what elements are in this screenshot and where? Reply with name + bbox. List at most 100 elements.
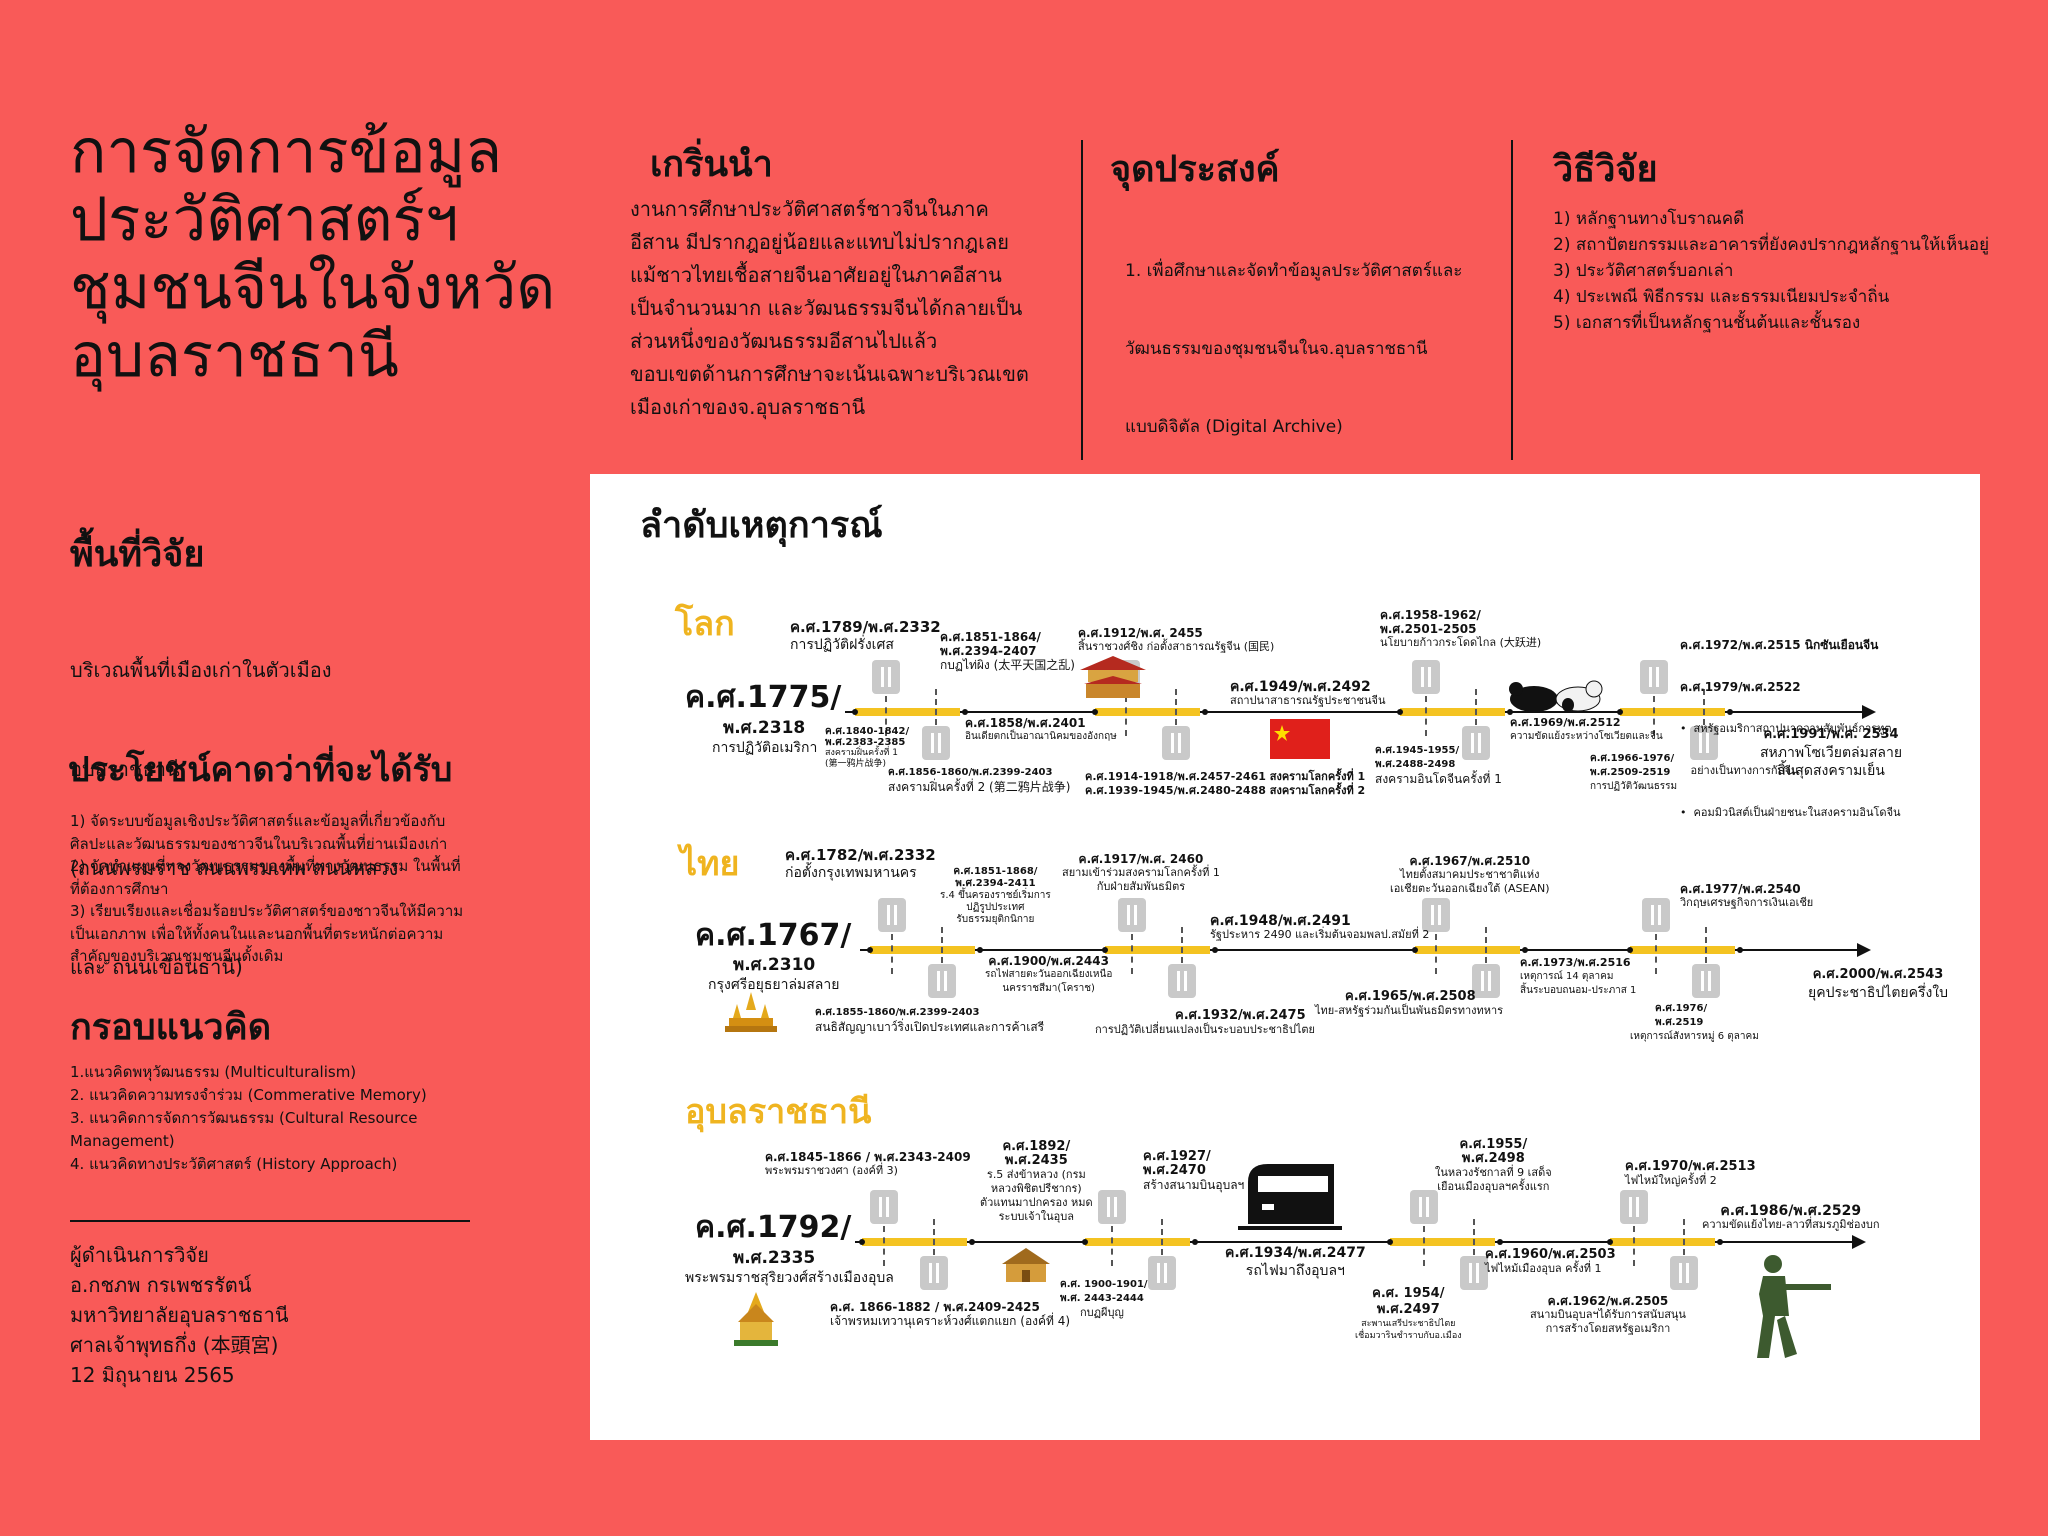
event: ค.ศ. 1866-1882 / พ.ศ.2409-2425 เจ้าพรหมเ…: [830, 1300, 1071, 1328]
axis-line: [855, 1241, 1855, 1243]
event: ค.ศ.1892/ พ.ศ.2435 ร.5 ส่งข้าหลวง (กรม ห…: [980, 1139, 1093, 1224]
pin-icon: [928, 964, 956, 998]
method-heading: วิธีวิจัย: [1553, 149, 1658, 190]
event: ค.ศ.1782/พ.ศ.2332 ก่อตั้งกรุงเทพมหานคร: [785, 846, 936, 881]
pin-icon: [1422, 898, 1450, 932]
timeline-heading: ลำดับเหตุการณ์: [640, 505, 883, 546]
event: ค.ศ.1912/พ.ศ. 2455 สิ้นราชวงศ์ชิง ก่อตั้…: [1078, 626, 1275, 653]
event: ค.ศ.1965/พ.ศ.2508 ไทย-สหรัฐร่วมกันเป็นพั…: [1315, 989, 1504, 1018]
start-date: ค.ศ.1767/: [695, 918, 852, 953]
event: ค.ศ.1966-1976/ พ.ศ.2509-2519 การปฏิวัติว…: [1590, 753, 1678, 792]
event: ค.ศ.1949/พ.ศ.2492 สถาปนาสาธารณรัฐประชาชน…: [1230, 679, 1386, 707]
pin-icon: [1692, 964, 1720, 998]
axis-arrow: [1857, 943, 1871, 957]
intro-heading: เกริ่นนำ: [650, 144, 773, 185]
researcher-section: ผู้ดำเนินการวิจัย อ.กชภพ กรเพชรรัตน์ มหา…: [70, 1240, 289, 1390]
chinese-palace-icon: [1080, 656, 1146, 698]
event: ค.ศ.1855-1860/พ.ศ.2399-2403 สนธิสัญญาเบา…: [815, 1007, 1045, 1034]
pin-icon: [1098, 1190, 1126, 1224]
intro-section: เกริ่นนำ: [650, 135, 773, 192]
event: ค.ศ.1858/พ.ศ.2401 อินเดียตกเป็นอาณานิคมข…: [965, 716, 1117, 742]
shrine-icon: [734, 1292, 778, 1346]
soldier-icon: [1757, 1255, 1831, 1358]
pin-icon: [1148, 1256, 1176, 1290]
train-icon: [1238, 1164, 1342, 1230]
pin-icon: [1462, 726, 1490, 760]
event: ค.ศ.1900/พ.ศ.2443 รถไฟสายตะวันออกเฉียงเห…: [985, 954, 1113, 994]
event: ค.ศ.1932/พ.ศ.2475 การปฏิวัติเปลี่ยนแปลงเ…: [1095, 1008, 1315, 1037]
row-label-thai: ไทย: [680, 844, 740, 884]
start-date: ค.ศ.1775/: [685, 680, 842, 715]
divider-1: [1081, 140, 1083, 460]
pin-icon: [878, 898, 906, 932]
axis-line: [845, 711, 1865, 713]
event: ค.ศ. 1954/ พ.ศ.2497 สะพานเสรีประชาธิปไตย…: [1355, 1286, 1462, 1341]
area-heading: พื้นที่วิจัย: [70, 534, 205, 575]
area-text: บริเวณพื้นที่เมืองเก่าในตัวเมือง อุบลราช…: [70, 658, 399, 979]
framework-section: กรอบแนวคิด: [70, 998, 271, 1055]
benefit-section: ประโยชน์คาดว่าที่จะได้รับ: [68, 742, 452, 796]
event: ค.ศ.1927/ พ.ศ.2470 สร้างสนามบินอุบลฯ: [1143, 1149, 1245, 1193]
event: ค.ศ.1948/พ.ศ.2491 รัฐประหาร 2490 และเริ่…: [1210, 913, 1430, 941]
pin-icon: [1642, 898, 1670, 932]
timeline-panel: ลำดับเหตุการณ์ โลก ค.ศ.1775/: [590, 474, 1980, 1440]
objective-section: จุดประสงค์: [1110, 140, 1280, 197]
event: ค.ศ.1955/ พ.ศ.2498 ในหลวงรัชกาลที่ 9 เสด…: [1435, 1137, 1552, 1194]
pin-icon: [1118, 898, 1146, 932]
event: ค.ศ.1851-1868/ พ.ศ.2394-2411 ร.4 ขึ้นครอ…: [940, 866, 1051, 925]
pin-icon: [1690, 726, 1718, 760]
event: ค.ศ.1960/พ.ศ.2503 ไฟไหม้เมืองอุบล ครั้งท…: [1485, 1247, 1616, 1276]
event: ค.ศ.1976/ พ.ศ.2519 เหตุการณ์สังหารหมู่ 6…: [1630, 1003, 1759, 1042]
bear-panda-icon: [1509, 680, 1603, 712]
axis-line: [860, 949, 1860, 951]
pin-icon: [1640, 660, 1668, 694]
event: ค.ศ.1914-1918/พ.ศ.2457-2461 สงครามโลกครั…: [1085, 770, 1366, 797]
event: ค.ศ. 1900-1901/ พ.ศ. 2443-2444 กบฏผีบุญ: [1060, 1279, 1148, 1319]
framework-heading: กรอบแนวคิด: [70, 1007, 272, 1048]
axis-arrow: [1852, 1235, 1866, 1249]
china-flag-icon: [1270, 719, 1330, 759]
event: ค.ศ.1969/พ.ศ.2512 ความขัดแย้งระหว่างโซเว…: [1510, 716, 1663, 742]
event: ค.ศ.1970/พ.ศ.2513 ไฟไหม้ใหญ่ครั้งที่ 2: [1625, 1159, 1756, 1188]
event: ค.ศ.1977/พ.ศ.2540 วิกฤษเศรษฐกิจการเงินเอ…: [1680, 882, 1814, 909]
event: ค.ศ.1840-1842/ พ.ศ.2383-2385 สงครามฝิ่นค…: [825, 726, 910, 769]
row-label-world: โลก: [675, 604, 735, 644]
page-title: การจัดการข้อมูล ประวัติศาสตร์ฯ ชุมชนจีนใ…: [70, 117, 556, 391]
event: ค.ศ.1789/พ.ศ.2332 การปฏิวัติฝรั่งเศส: [790, 618, 941, 653]
framework-text: 1.แนวคิดพหุวัฒนธรรม (Multiculturalism) 2…: [70, 1063, 427, 1173]
pin-icon: [1412, 660, 1440, 694]
pin-icon: [922, 726, 950, 760]
event: ค.ศ.1856-1860/พ.ศ.2399-2403 สงครามฝิ่นคร…: [888, 767, 1071, 794]
pin-icon: [920, 1256, 948, 1290]
event: ค.ศ.1962/พ.ศ.2505 สนามบินอุบลฯได้รับการส…: [1530, 1294, 1686, 1335]
method-text: 1) หลักฐานทางโบราณคดี 2) สถาปัตยกรรมและอ…: [1553, 209, 1990, 333]
pin-icon: [1670, 1256, 1698, 1290]
start-date: ค.ศ.1792/: [695, 1210, 852, 1245]
pin-icon: [1472, 964, 1500, 998]
benefit-heading: ประโยชน์คาดว่าที่จะได้รับ: [68, 750, 453, 790]
intro-text: งานการศึกษาประวัติศาสตร์ชาวจีนในภาค อีสา…: [630, 197, 1029, 419]
pin-icon: [1620, 1190, 1648, 1224]
event: ค.ศ.1851-1864/ พ.ศ.2394-2407 กบฏไท่ผิง (…: [940, 630, 1075, 672]
event: ค.ศ.1973/พ.ศ.2516 เหตุการณ์ 14 ตุลาคม สิ…: [1520, 956, 1637, 996]
benefit-text: 1) จัดระบบข้อมูลเชิงประวัติศาสตร์และข้อม…: [70, 812, 464, 965]
pin-icon: [872, 660, 900, 694]
objective-heading: จุดประสงค์: [1110, 149, 1280, 190]
event: ค.ศ.1972/พ.ศ.2515 นิกซันเยือนจีน ค.ศ.197…: [1680, 638, 1901, 819]
event-end: ค.ศ.1991/พ.ศ. 2534 สหภาพโซเวียตล่มสลาย ส…: [1760, 727, 1903, 779]
temple-icon: [725, 992, 777, 1032]
house-icon: [1002, 1248, 1050, 1282]
divider-2: [1511, 140, 1513, 460]
area-section: พื้นที่วิจัย: [70, 525, 204, 582]
event: ค.ศ.1917/พ.ศ. 2460 สยามเข้าร่วมสงครามโลก…: [1062, 852, 1220, 893]
row-label-ubon: อุบลราชธานี: [685, 1092, 872, 1132]
event: ค.ศ.1845-1866 / พ.ศ.2343-2409 พระพรมราชว…: [765, 1150, 971, 1177]
event: ค.ศ.1967/พ.ศ.2510 ไทยตั้งสมาคมประชาชาติแ…: [1390, 854, 1550, 895]
pin-icon: [1168, 964, 1196, 998]
event-end: ค.ศ.1986/พ.ศ.2529 ความขัดแย้งไทย-ลาวที่ส…: [1702, 1203, 1880, 1231]
researcher-heading: ผู้ดำเนินการวิจัย: [70, 1243, 209, 1267]
event: ค.ศ.1934/พ.ศ.2477 รถไฟมาถึงอุบลฯ: [1225, 1245, 1366, 1279]
pin-icon: [870, 1190, 898, 1224]
pin-icon: [1162, 726, 1190, 760]
researcher-divider: [70, 1220, 470, 1222]
